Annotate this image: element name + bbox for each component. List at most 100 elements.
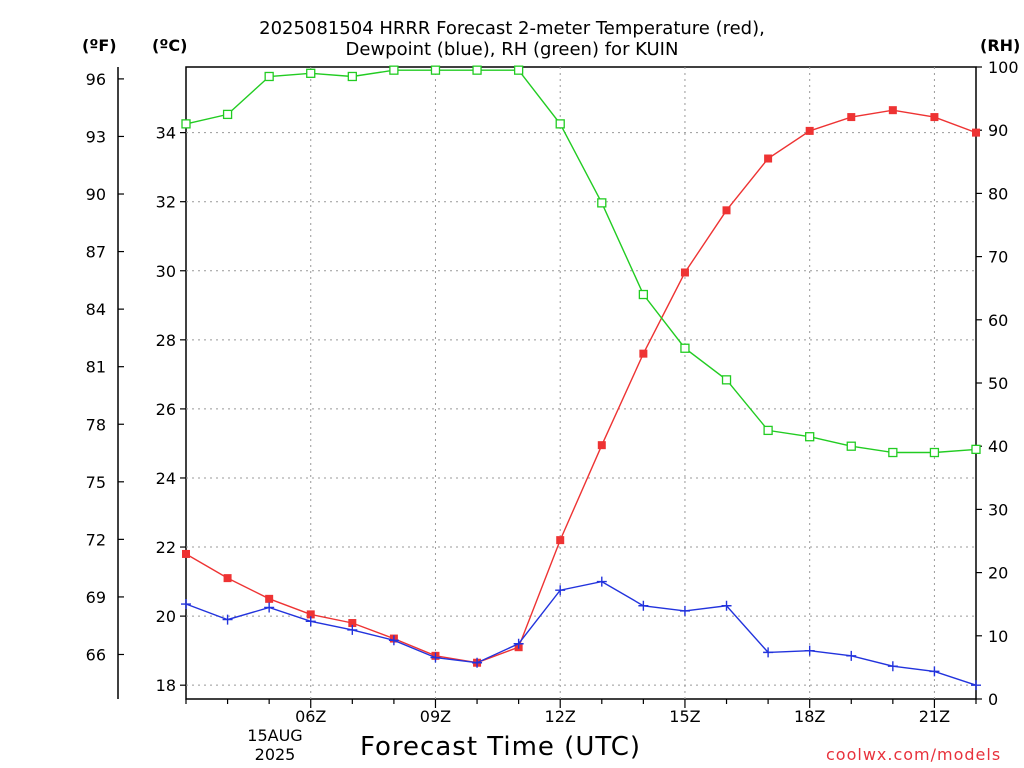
dewpoint-point [887,661,898,672]
dewpoint-point [555,585,566,596]
rh-point [513,65,524,75]
dewpoint-point [305,616,316,627]
rh-tick-label: 10 [988,627,1008,646]
fahrenheit-tick-label: 87 [86,243,106,262]
rh-point [222,109,233,120]
celsius-tick-label: 18 [156,676,176,695]
temperature-point [847,113,856,122]
rh-tick-label: 100 [988,58,1019,77]
dewpoint-point [596,576,607,587]
temperature-point [639,349,648,358]
rh-unit-label: (RH) [980,36,1021,55]
temperature-point [182,549,190,558]
rh-tick-label: 60 [988,311,1008,330]
dewpoint-point [181,599,191,610]
dewpoint-point [804,645,815,656]
rh-tick-label: 20 [988,564,1008,583]
rh-point [846,441,856,451]
dewpoint-point [222,614,233,625]
dewpoint-point [638,600,649,611]
rh-tick-label: 70 [988,248,1008,267]
temperature-point [597,441,606,450]
dewpoint-point [264,602,275,613]
dewpoint-point [763,647,774,658]
temperature-point [888,106,897,115]
x-tick-label: 09Z [420,707,451,726]
temperature-point [265,594,274,603]
temperature-point [556,536,565,545]
temperature-line [185,109,977,664]
plot-frame [185,66,977,700]
dewpoint-point [721,600,732,611]
date-label-day: 15AUG [247,726,303,745]
celsius-tick-label: 28 [156,331,176,350]
rh-tick-label: 40 [988,437,1008,456]
x-tick-label: 21Z [919,707,950,726]
temperature-point [722,206,731,215]
rh-point [721,375,732,385]
rh-point [181,119,191,129]
celsius-tick-label: 32 [156,193,176,212]
fahrenheit-unit-label: (ºF) [82,36,117,55]
x-axis-label: Forecast Time (UTC) [360,732,642,762]
dewpoint-point [513,638,524,649]
dewpoint-line [185,580,977,686]
celsius-tick-label: 24 [156,469,176,488]
rh-point [347,71,357,82]
celsius-tick-label: 34 [156,124,176,143]
rh-point [430,65,441,75]
temperature-point [348,619,357,628]
rh-tick-label: 30 [988,500,1008,519]
fahrenheit-tick-label: 81 [86,358,106,377]
dewpoint-point [347,624,358,635]
fahrenheit-tick-label: 78 [86,415,106,434]
chart-title-line1: 2025081504 HRRR Forecast 2-meter Tempera… [259,18,765,39]
temperature-point [223,574,232,583]
celsius-unit-label: (ºC) [152,36,188,55]
credit-link[interactable]: coolwx.com/models [826,745,1002,764]
rh-point [389,65,399,75]
dewpoint-point [929,666,940,677]
fahrenheit-tick-label: 90 [86,185,106,204]
rh-point [680,343,690,353]
dewpoint-point [679,605,690,616]
temperature-point [930,113,939,122]
chart-title-line2: Dewpoint (blue), RH (green) for KUIN [345,39,679,60]
celsius-tick-label: 20 [156,607,176,626]
x-tick-label: 12Z [545,707,576,726]
rh-tick-label: 90 [988,121,1008,140]
temperature-point [805,126,814,135]
dewpoint-point [971,680,981,691]
rh-point [306,68,316,78]
celsius-tick-label: 26 [156,400,176,419]
rh-point [763,425,773,436]
dewpoint-point [846,650,857,661]
dewpoint-point [472,657,483,668]
rh-point [929,447,940,458]
x-tick-label: 06Z [295,707,326,726]
dewpoint-point [430,652,441,663]
x-tick-label: 18Z [794,707,825,726]
x-tick-label: 15Z [669,707,700,726]
rh-point [888,447,898,458]
rh-tick-label: 50 [988,374,1008,393]
rh-point [805,432,815,442]
fahrenheit-tick-label: 66 [86,645,106,664]
rh-point [555,119,565,129]
fahrenheit-tick-label: 72 [86,530,106,549]
date-label-year: 2025 [254,745,296,764]
rh-tick-label: 0 [988,690,998,709]
rh-point [638,289,649,300]
temperature-point [306,610,315,619]
temperature-point [680,268,689,277]
rh-point [971,444,981,455]
dewpoint-point [388,635,399,646]
rh-point [264,71,274,82]
celsius-tick-label: 22 [156,538,176,557]
temperature-point [972,128,980,137]
fahrenheit-tick-label: 75 [86,473,106,492]
fahrenheit-tick-label: 93 [86,127,106,146]
temperature-point [764,154,773,163]
rh-point [472,65,482,75]
